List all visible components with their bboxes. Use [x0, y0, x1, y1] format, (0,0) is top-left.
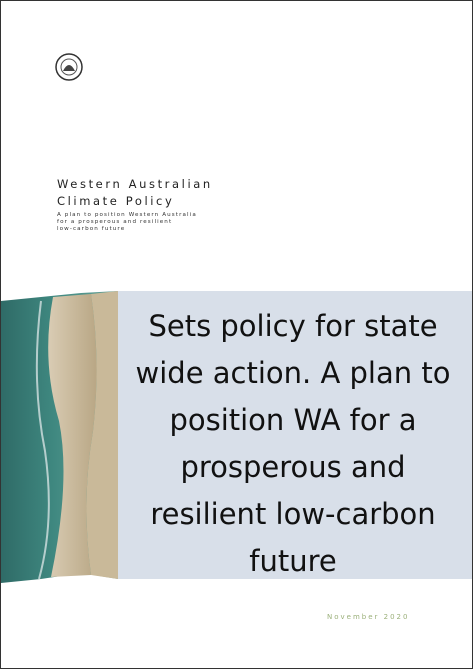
- subtitle-line: low-carbon future: [57, 226, 125, 232]
- summary-overlay: Sets policy for state wide action. A pla…: [118, 291, 473, 579]
- summary-line: prosperous and: [118, 444, 473, 491]
- summary-line: future: [118, 538, 473, 579]
- summary-line: Sets policy for state: [118, 303, 473, 350]
- summary-line: position WA for a: [118, 397, 473, 444]
- publication-date: November 2020: [327, 613, 409, 621]
- title-line: Western Australian: [57, 177, 213, 191]
- summary-line: resilient low-carbon: [118, 491, 473, 538]
- document-page: Western Australian Climate Policy A plan…: [0, 0, 473, 669]
- summary-text: Sets policy for state wide action. A pla…: [118, 303, 473, 579]
- summary-line: wide action. A plan to: [118, 350, 473, 397]
- subtitle-line: for a prosperous and resilient: [57, 219, 172, 225]
- title-line: Climate Policy: [57, 194, 174, 208]
- subtitle-line: A plan to position Western Australia: [57, 212, 197, 218]
